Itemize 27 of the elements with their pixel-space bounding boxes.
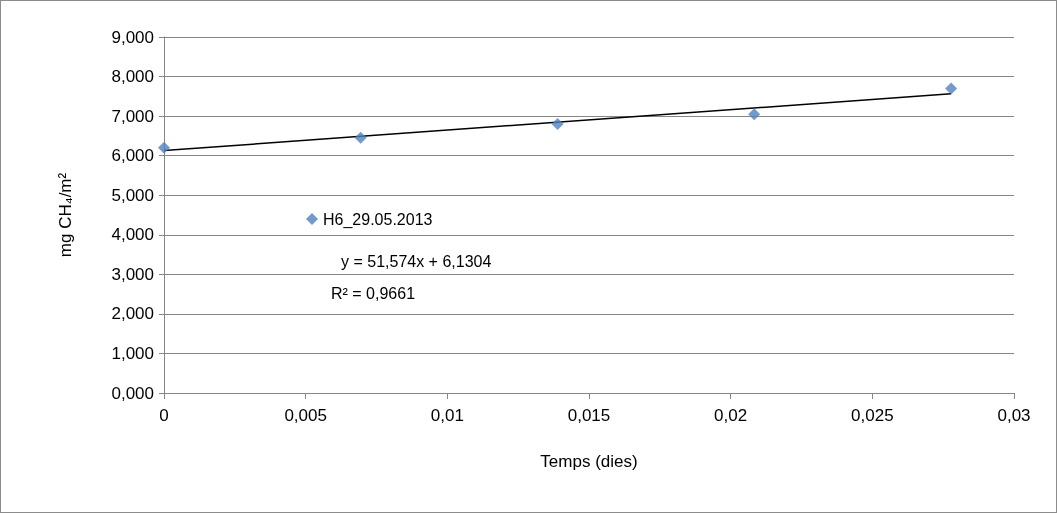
point <box>945 82 958 95</box>
y-tick-label: 1,000 <box>111 343 154 363</box>
x-tick-label: 0 <box>159 406 169 425</box>
y-tick-label: 8,000 <box>111 67 154 87</box>
y-tick-label: 6,000 <box>111 146 154 166</box>
x-tick-label: 0,03 <box>997 406 1031 425</box>
x-axis-title: Temps (dies) <box>540 452 638 471</box>
y-tick-label: 2,000 <box>111 304 154 324</box>
x-tick-label: 0,015 <box>567 406 611 425</box>
y-axis-title: mg CH₄/m² <box>56 172 75 258</box>
x-tick-label: 0,02 <box>714 406 748 425</box>
y-tick-label: 3,000 <box>111 264 154 284</box>
point <box>158 141 170 154</box>
x-tick-label: 0,005 <box>284 406 327 425</box>
annotation: R² = 0,9661 <box>331 284 416 302</box>
point <box>748 108 761 121</box>
annotation: y = 51,574x + 6,1304 <box>341 252 492 270</box>
y-tick-label: 5,000 <box>111 185 154 205</box>
y-tick-label: 7,000 <box>111 106 154 126</box>
x-tick-label: 0,01 <box>430 406 464 425</box>
point <box>354 131 367 144</box>
x-tick-label: 0,025 <box>851 406 894 425</box>
y-tick-label: 9,000 <box>111 27 154 47</box>
y-tick-label: 4,000 <box>111 225 154 245</box>
y-tick-label: 0,000 <box>111 383 154 403</box>
point <box>551 118 564 131</box>
legend-label: H6_29.05.2013 <box>323 210 433 229</box>
